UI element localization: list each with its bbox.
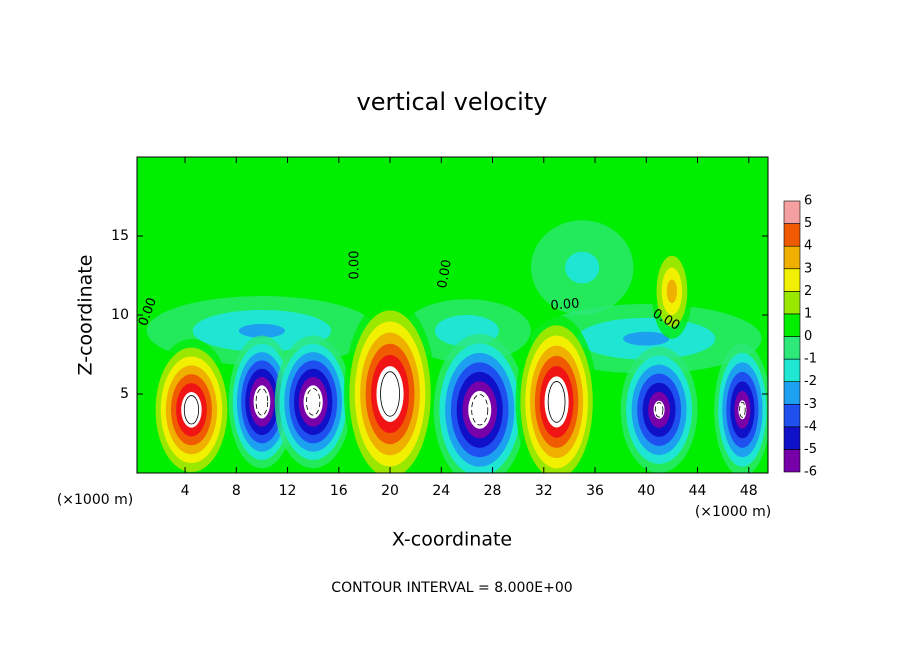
colorbar-label: 0 (804, 329, 812, 344)
colorbar-band (783, 381, 801, 405)
x-tick-label: 12 (279, 483, 297, 499)
x-unit-label: (×1000 m) (695, 504, 771, 520)
colorbar-band (783, 426, 801, 450)
y-tick-label: 5 (120, 386, 129, 402)
colorbar-band (783, 223, 801, 247)
colorbar-label: -2 (804, 374, 817, 389)
colorbar-label: -5 (804, 442, 817, 457)
contour-band (666, 279, 678, 304)
x-tick-label: 44 (689, 483, 707, 499)
contour-band (565, 251, 600, 284)
colorbar-band (783, 358, 801, 382)
x-tick-label: 32 (535, 483, 553, 499)
x-tick-label: 28 (484, 483, 502, 499)
colorbar-band (783, 449, 801, 473)
contour-band (238, 323, 285, 338)
contour-line (255, 388, 269, 416)
colorbar-label: 1 (804, 306, 812, 321)
colorbar-band (783, 245, 801, 270)
contour-line (380, 371, 400, 417)
contour-band (303, 385, 323, 419)
x-tick-label: 16 (330, 483, 348, 499)
contour-line (654, 402, 664, 418)
y-tick-label: 10 (111, 307, 129, 323)
x-tick-label: 4 (181, 483, 190, 499)
colorbar-band (783, 291, 801, 315)
contour-line (306, 388, 321, 416)
contour-line (547, 381, 566, 423)
contour-label: 0.00 (550, 296, 580, 313)
colorbar-label: 5 (804, 216, 812, 231)
contour-band (544, 376, 569, 428)
colorbar-label: 3 (804, 261, 812, 276)
footer-note: CONTOUR INTERVAL = 8.000E+00 (331, 580, 572, 596)
contour-line (739, 401, 746, 418)
y-tick-label: 15 (111, 228, 129, 244)
colorbar-label: 4 (804, 239, 812, 254)
x-unit-label: (×1000 m) (57, 492, 133, 508)
y-axis-label: Z-coordinate (75, 255, 97, 376)
contour-band (376, 366, 404, 422)
x-tick-label: 40 (637, 483, 655, 499)
colorbar-band (783, 200, 801, 224)
colorbar-band (783, 268, 801, 292)
x-tick-label: 48 (740, 483, 758, 499)
colorbar-label: -1 (804, 352, 817, 367)
x-tick-label: 24 (432, 483, 450, 499)
colorbar-band (783, 313, 801, 337)
contour-line (471, 394, 489, 426)
colorbar-band (783, 403, 801, 428)
contour-band (468, 390, 492, 429)
colorbar-label: -4 (804, 419, 817, 434)
colorbar-label: -3 (804, 397, 817, 412)
colorbar-band (783, 336, 801, 360)
colorbar-label: -6 (804, 465, 817, 480)
x-tick-label: 8 (232, 483, 241, 499)
colorbar-label: 6 (804, 194, 812, 209)
contour-line (183, 395, 200, 425)
x-axis-label: X-coordinate (392, 529, 512, 551)
x-tick-label: 36 (586, 483, 604, 499)
x-tick-label: 20 (381, 483, 399, 499)
contour-band (181, 392, 202, 428)
colorbar-label: 2 (804, 284, 812, 299)
contour-field: 0.000.00 0.000.000.00 (137, 157, 768, 473)
contour-label: 0.00 (348, 251, 363, 280)
chart-title: vertical velocity (357, 88, 548, 116)
contour-band (623, 331, 670, 346)
contour-label: 0.00 (435, 258, 455, 289)
